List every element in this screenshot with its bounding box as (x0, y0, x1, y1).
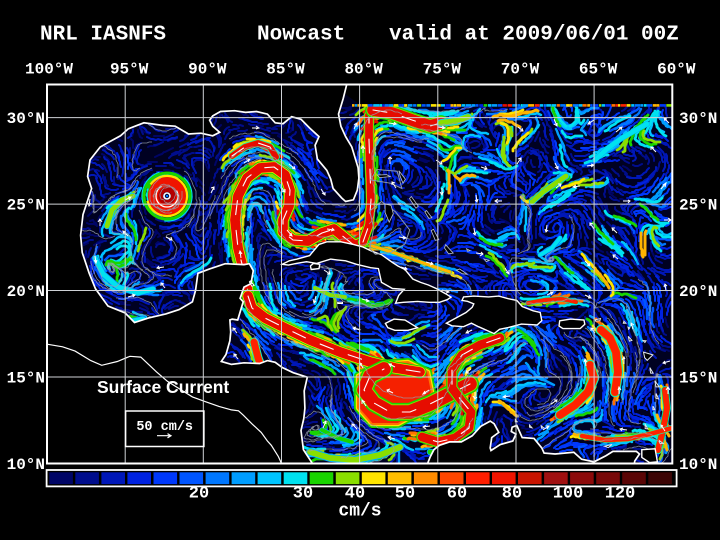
svg-text:valid at 2009/06/01 00Z: valid at 2009/06/01 00Z (389, 24, 679, 47)
svg-text:30: 30 (293, 485, 313, 504)
svg-text:75°W: 75°W (423, 61, 462, 79)
svg-text:95°W: 95°W (110, 61, 149, 79)
svg-text:40: 40 (345, 485, 365, 504)
svg-text:65°W: 65°W (579, 61, 618, 79)
svg-text:Nowcast: Nowcast (257, 24, 345, 47)
svg-text:cm/s: cm/s (338, 502, 381, 522)
svg-text:Surface Current: Surface Current (97, 377, 229, 397)
svg-text:30°N: 30°N (679, 110, 717, 128)
svg-text:30°N: 30°N (7, 110, 45, 128)
svg-text:10°N: 10°N (679, 456, 717, 474)
svg-text:15°N: 15°N (7, 370, 45, 388)
svg-text:15°N: 15°N (679, 370, 717, 388)
svg-text:25°N: 25°N (679, 197, 717, 215)
svg-text:60: 60 (447, 485, 467, 504)
svg-text:120: 120 (605, 485, 636, 504)
svg-text:100°W: 100°W (25, 61, 73, 79)
svg-text:60°W: 60°W (657, 61, 696, 79)
svg-text:80°W: 80°W (344, 61, 383, 79)
svg-text:NRL IASNFS: NRL IASNFS (40, 24, 166, 47)
svg-text:50: 50 (395, 485, 415, 504)
svg-text:10°N: 10°N (7, 456, 45, 474)
svg-text:25°N: 25°N (7, 197, 45, 215)
svg-text:20°N: 20°N (679, 283, 717, 301)
svg-text:70°W: 70°W (501, 61, 540, 79)
svg-text:20°N: 20°N (7, 283, 45, 301)
svg-text:90°W: 90°W (188, 61, 227, 79)
svg-text:50 cm/s: 50 cm/s (136, 420, 193, 435)
svg-text:85°W: 85°W (266, 61, 305, 79)
svg-text:100: 100 (553, 485, 584, 504)
svg-text:20: 20 (189, 485, 209, 504)
svg-text:80: 80 (502, 485, 522, 504)
